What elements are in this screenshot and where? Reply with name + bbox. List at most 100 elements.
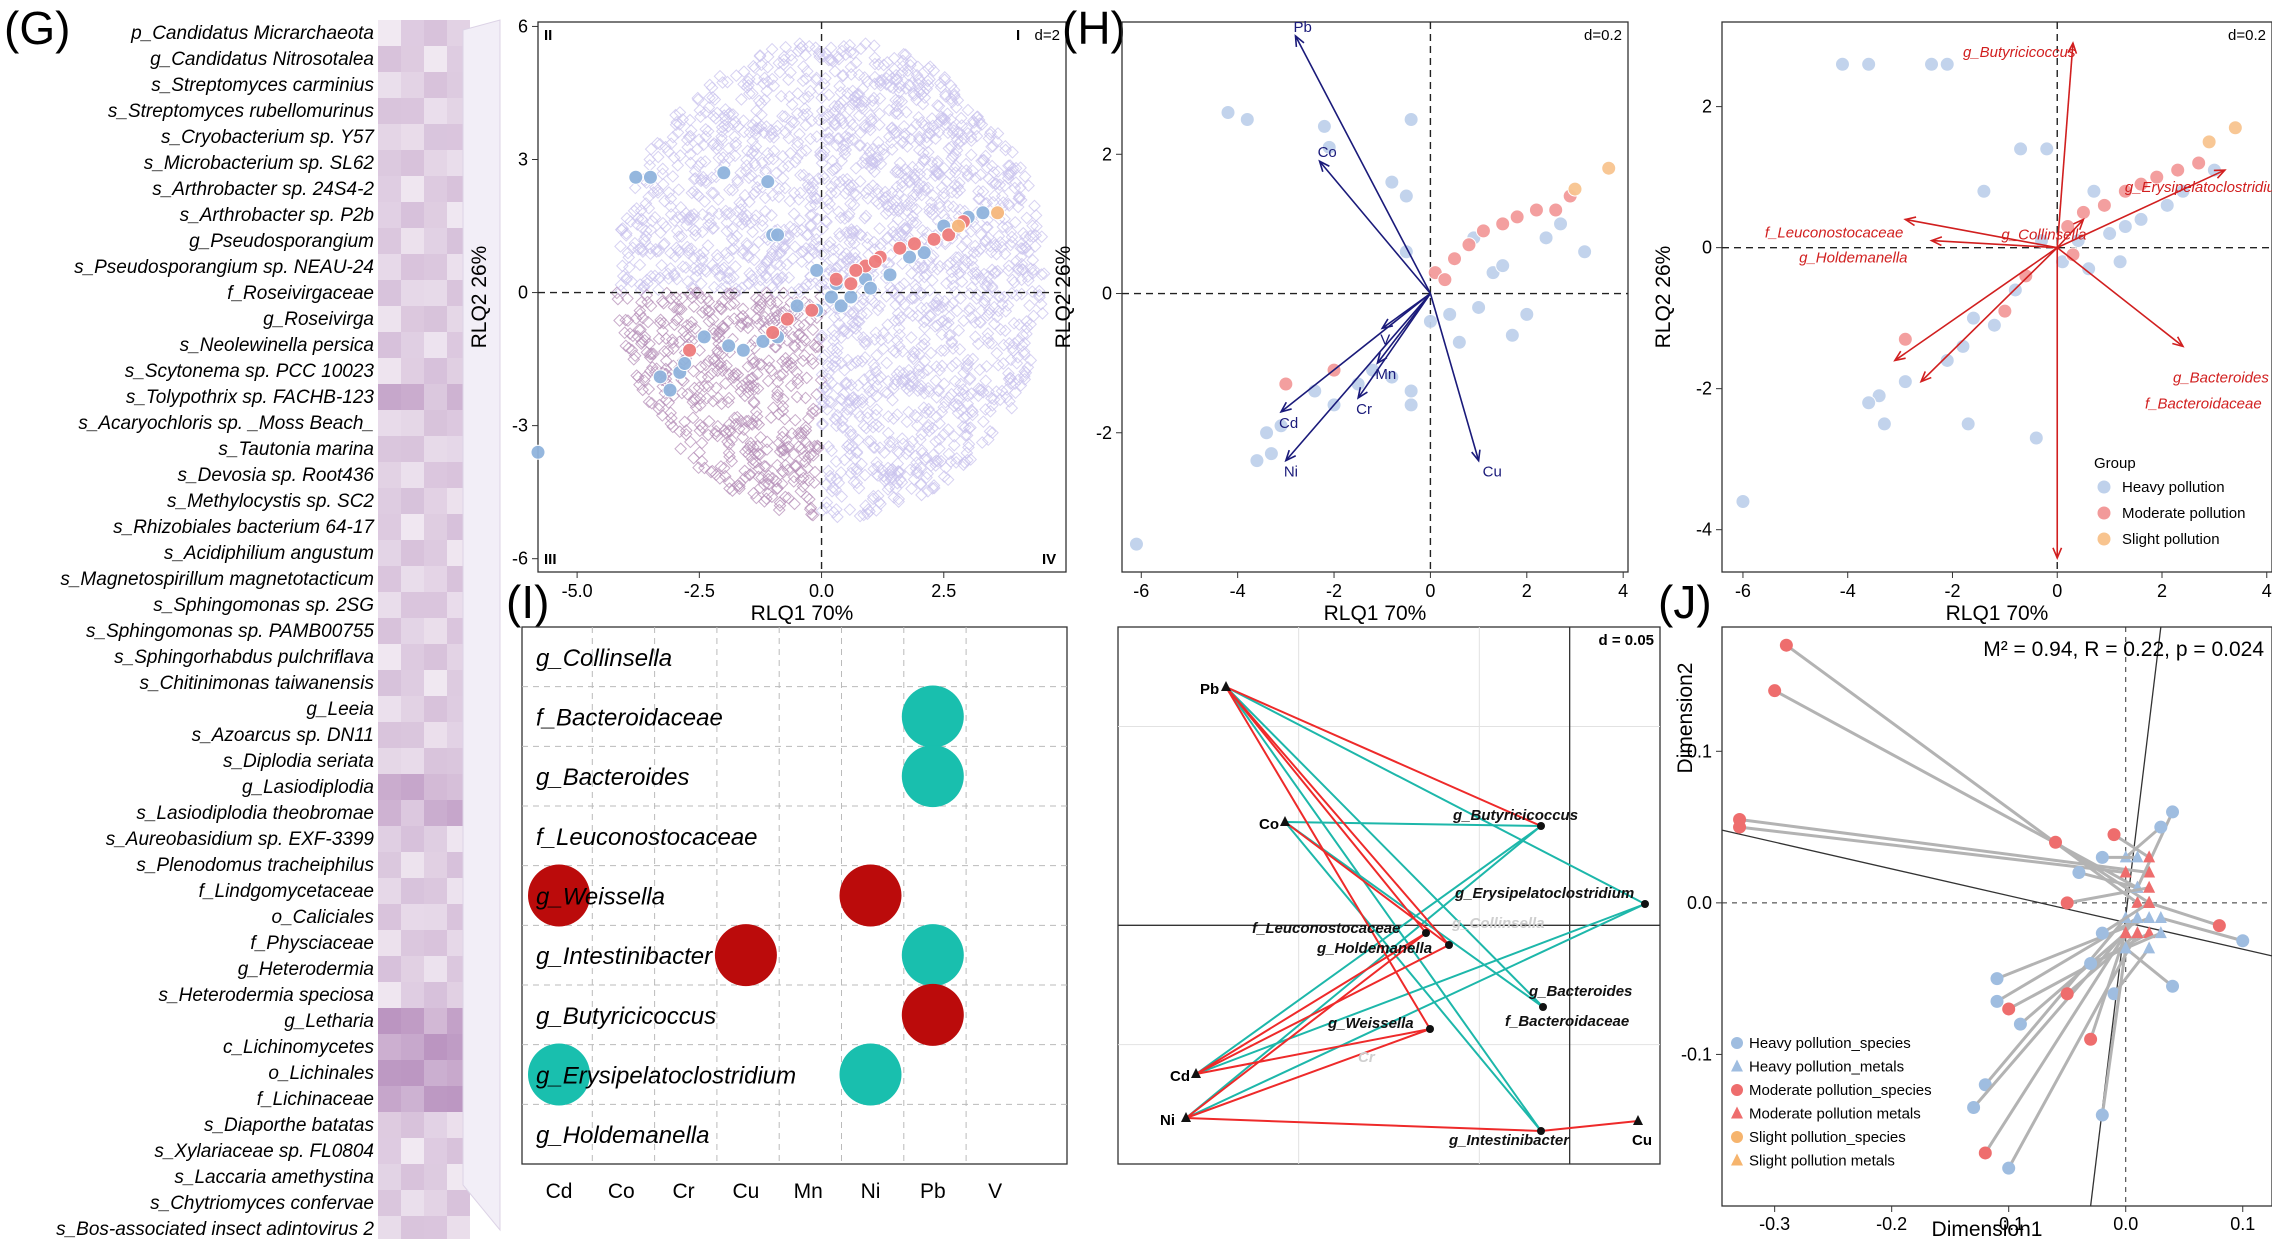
- background-diamond: [627, 352, 641, 366]
- background-diamond: [913, 167, 927, 181]
- background-diamond: [985, 337, 999, 350]
- background-diamond: [755, 58, 768, 72]
- background-diamond: [621, 246, 635, 260]
- background-diamond: [744, 216, 758, 230]
- background-diamond: [904, 55, 918, 68]
- background-diamond: [897, 47, 911, 61]
- background-diamond: [926, 207, 939, 221]
- heatmap-cell: [378, 956, 401, 982]
- background-diamond: [704, 216, 718, 230]
- background-diamond: [746, 352, 760, 366]
- heatmap-cell: [378, 176, 401, 202]
- background-diamond: [804, 218, 818, 232]
- plot-frame: [1721, 21, 2272, 573]
- background-diamond: [641, 315, 655, 329]
- background-diamond: [954, 134, 967, 148]
- heatmap-cell: [401, 982, 424, 1008]
- background-diamond: [969, 272, 983, 286]
- background-diamond: [957, 260, 971, 274]
- background-diamond: [844, 197, 857, 211]
- background-diamond: [866, 179, 880, 193]
- background-diamond: [648, 211, 662, 224]
- background-diamond: [834, 211, 848, 225]
- quadrant-label: III: [544, 551, 557, 568]
- heatmap-cell: [378, 1060, 401, 1086]
- env-arrow-label: Mn: [1375, 366, 1396, 383]
- background-diamond: [926, 189, 940, 202]
- background-diamond: [969, 330, 982, 344]
- background-diamond: [868, 70, 882, 84]
- taxa-arrow-label: g_Erysipelatoclostridium: [2125, 179, 2272, 196]
- background-diamond: [771, 275, 785, 289]
- heatmap-row-label: s_Streptomyces rubellomurinus: [108, 101, 375, 122]
- background-diamond: [982, 172, 996, 186]
- background-diamond: [743, 87, 756, 101]
- background-diamond: [913, 130, 926, 144]
- y-tick-label: -2: [1696, 379, 1712, 399]
- data-point: [2149, 169, 2165, 185]
- background-diamond: [977, 415, 990, 429]
- background-diamond: [777, 286, 790, 300]
- background-diamond: [809, 41, 823, 55]
- background-diamond: [791, 377, 805, 390]
- metal-label: Cu: [1632, 1132, 1652, 1149]
- procrustes-link: [1996, 916, 2150, 981]
- heatmap-cell: [378, 982, 401, 1008]
- background-diamond: [722, 142, 735, 155]
- background-diamond: [892, 321, 906, 335]
- data-point: [1897, 331, 1913, 347]
- background-diamond: [785, 98, 799, 111]
- association-circle: [901, 924, 964, 987]
- background-diamond: [766, 152, 780, 166]
- grid-col-label: V: [988, 1180, 1002, 1203]
- background-diamond: [745, 269, 758, 283]
- background-diamond: [774, 271, 788, 285]
- background-diamond: [762, 354, 776, 368]
- background-diamond: [693, 262, 707, 276]
- background-diamond: [824, 395, 838, 409]
- heatmap-cell: [378, 20, 401, 46]
- background-diamond: [920, 130, 934, 144]
- background-diamond: [625, 343, 639, 357]
- background-diamond: [870, 403, 884, 416]
- heatmap-row-label: g_Heterodermia: [238, 959, 374, 980]
- background-diamond: [758, 310, 772, 324]
- background-diamond: [698, 380, 711, 393]
- background-diamond: [842, 178, 856, 191]
- background-diamond: [786, 330, 800, 344]
- background-diamond: [867, 462, 881, 476]
- heatmap-cell: [424, 1112, 447, 1138]
- background-diamond: [729, 69, 743, 83]
- background-diamond: [701, 239, 715, 252]
- background-diamond: [834, 466, 848, 479]
- background-diamond: [793, 127, 806, 141]
- background-diamond: [990, 385, 1003, 399]
- scale-label: d = 0.05: [1599, 632, 1654, 649]
- taxa-arrow-label: g_Butyricicoccus: [1963, 44, 2076, 61]
- heatmap-cell: [424, 878, 447, 904]
- background-diamond: [777, 50, 791, 63]
- background-diamond: [717, 461, 731, 475]
- background-diamond: [794, 146, 808, 160]
- background-diamond: [830, 346, 844, 360]
- background-diamond: [932, 384, 946, 398]
- background-diamond: [852, 109, 866, 122]
- background-diamond: [810, 130, 824, 143]
- background-diamond: [945, 152, 959, 165]
- background-diamond: [688, 165, 702, 178]
- background-diamond: [907, 188, 920, 202]
- heatmap-cell: [401, 878, 424, 904]
- taxa-node: [1641, 900, 1649, 908]
- background-diamond: [866, 99, 880, 112]
- background-diamond: [954, 292, 967, 305]
- env-arrow-label: V: [1380, 331, 1390, 348]
- background-diamond: [761, 75, 775, 89]
- background-diamond: [847, 475, 861, 489]
- background-diamond: [761, 374, 775, 388]
- background-diamond: [720, 359, 733, 373]
- background-diamond: [1002, 259, 1016, 273]
- heatmap-cell: [401, 930, 424, 956]
- taxa-arrow-head: [2213, 169, 2227, 179]
- background-diamond: [815, 104, 829, 118]
- background-diamond: [808, 465, 822, 479]
